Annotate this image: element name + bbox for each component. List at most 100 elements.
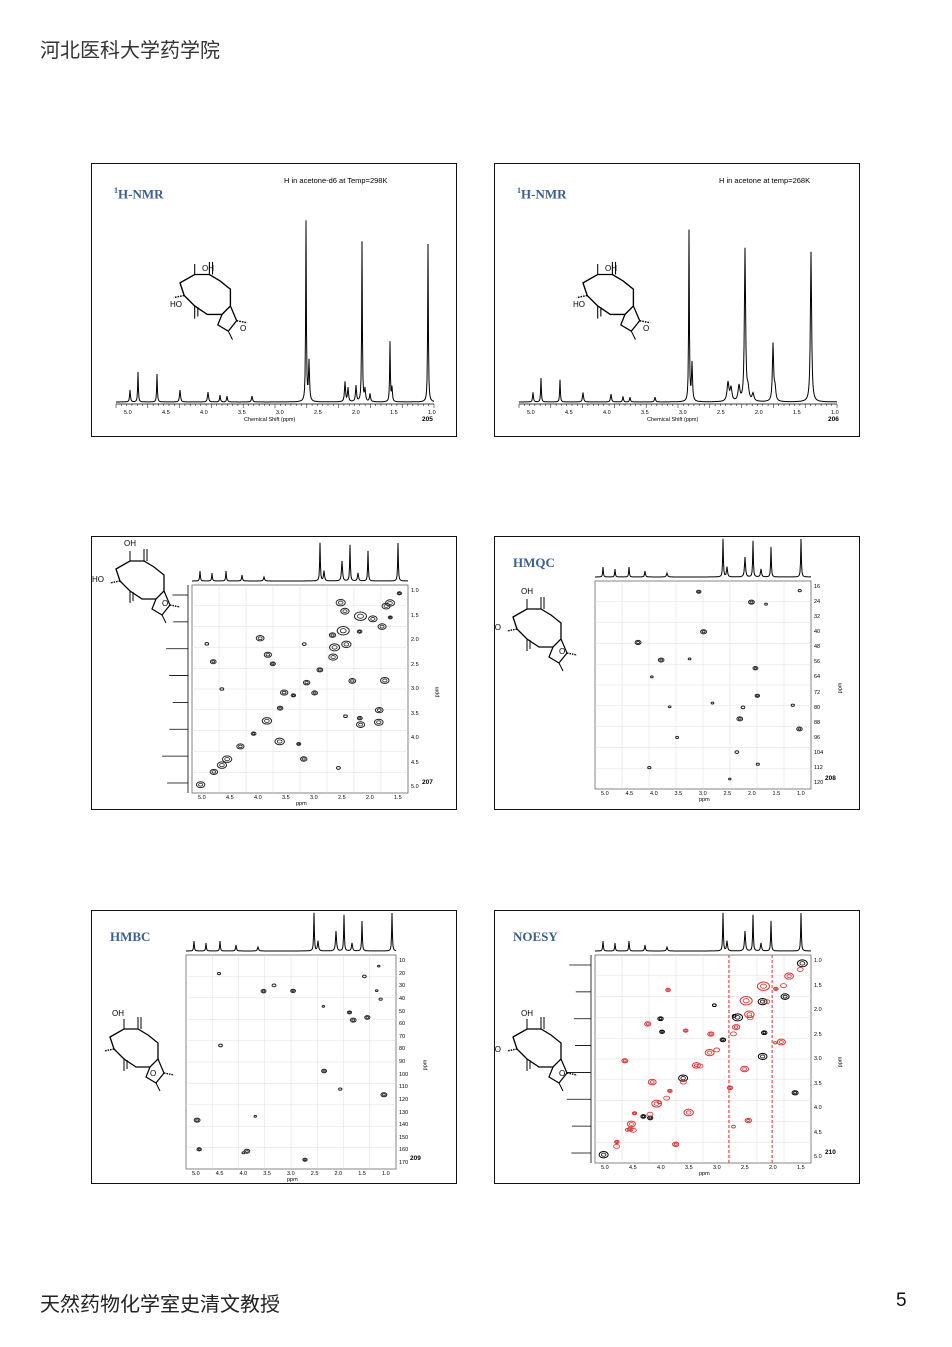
cross-peak (790, 703, 795, 707)
slide-label: HMQC (513, 555, 555, 570)
cross-peak (647, 1078, 657, 1086)
label-text: H-NMR (118, 186, 164, 202)
footer-author: 天然药物化学室史清文教授 (40, 1292, 280, 1316)
cross-peak (675, 735, 680, 739)
y-tick-label: 3.5 (814, 1080, 822, 1087)
cross-peak (755, 762, 760, 766)
cross-peak (269, 661, 276, 667)
cross-peak (773, 986, 779, 991)
cross-peak (361, 974, 367, 979)
cross-peak (598, 1150, 609, 1159)
y-tick-label: 4.5 (814, 1129, 822, 1136)
cross-peak (276, 705, 284, 711)
cross-peak (368, 615, 378, 623)
molecule-oh-label: OH (202, 264, 214, 273)
cross-peak (644, 1021, 652, 1027)
cross-peak (657, 657, 665, 663)
cross-peak (196, 1147, 202, 1152)
y-tick-label: 30 (399, 983, 406, 990)
cross-peak (773, 1041, 778, 1045)
cross-peak (744, 1010, 755, 1019)
x-tick-label: 2.5 (310, 1171, 319, 1177)
y-tick-label: 1.5 (814, 982, 822, 989)
slide-figure (109, 542, 409, 794)
x-tick-label: 2.5 (338, 795, 346, 801)
cross-peak (752, 665, 759, 671)
molecule-oh-label: OH (605, 264, 617, 273)
cross-peak (700, 629, 708, 635)
cross-peak (377, 964, 381, 968)
molecule-structure (576, 261, 651, 340)
cross-peak (691, 1062, 701, 1069)
cross-peak (302, 679, 311, 686)
x-tick-label: 2.0 (769, 1165, 777, 1171)
molecule-o-label: O (150, 1069, 157, 1078)
cross-peak (385, 599, 396, 607)
slide-label: NOESY (513, 929, 558, 944)
molecule-o-label: O (559, 1069, 566, 1078)
cross-peak (707, 1031, 715, 1037)
y-tick-label: 2.5 (411, 661, 419, 668)
x-tick-label: 3.0 (679, 410, 687, 416)
cross-peak (796, 726, 803, 732)
x-tick-label: 2.5 (723, 791, 732, 797)
page-number: 5 (896, 1290, 907, 1311)
y-tick-label: 2.0 (814, 1007, 822, 1013)
spectrum-trace (519, 229, 837, 403)
slide-number: 206 (828, 416, 839, 423)
x-tick-label: 1.5 (797, 1165, 805, 1171)
y-tick-label: 104 (814, 749, 824, 756)
x-tick-label: 5.0 (192, 1171, 200, 1177)
y-tick-label: 40 (399, 995, 406, 1002)
slide-number: 210 (825, 1149, 836, 1156)
cross-peak (321, 1004, 326, 1008)
molecule-oh-label: OH (521, 1009, 533, 1018)
y-tick-label: 1.0 (814, 958, 822, 964)
slide-figure (115, 220, 435, 408)
cross-peak (621, 1058, 629, 1064)
x-tick-label: 1.5 (358, 1171, 366, 1177)
axis-title: ppm (699, 797, 710, 803)
cross-peak (374, 989, 379, 993)
x-tick-label: 2.5 (314, 410, 322, 416)
cross-peak (744, 1117, 752, 1124)
cross-peak (218, 1043, 223, 1048)
y-tick-label: 5.0 (411, 784, 419, 790)
molecule-oh-label: OH (124, 539, 136, 548)
cross-peak (338, 1087, 343, 1091)
cross-peak (329, 643, 341, 652)
cross-peak (380, 1092, 388, 1098)
spectrum-trace (595, 912, 811, 952)
y-tick-label: 110 (399, 1084, 408, 1091)
cross-peak (219, 687, 225, 691)
cross-peak (316, 667, 324, 673)
x-tick-label: 3.5 (674, 791, 683, 797)
cross-peak (796, 959, 808, 968)
molecule-ho-label: HO (170, 300, 182, 309)
cross-peak (704, 1049, 715, 1057)
slide-hmqc: HMQC 208 ppm 5.0 4.5 4.0 3.5 3.0 2.5 2.0 1.5 1.0 16 2… (494, 536, 860, 810)
y-tick-label: 160 (399, 1147, 409, 1154)
cross-peak (754, 693, 761, 698)
cross-peak (216, 972, 222, 976)
cross-peak (696, 589, 702, 594)
cross-peak (193, 1117, 201, 1123)
x-tick-label: 4.0 (657, 1165, 665, 1171)
cross-peak (346, 1010, 353, 1015)
x-tick-label: 5.0 (527, 410, 535, 416)
y-axis-title: ppm (837, 682, 844, 694)
spectrum-trace (595, 538, 811, 578)
x-tick-label: 2.5 (717, 410, 725, 416)
cross-peak (321, 1068, 328, 1074)
x-tick-label: 3.5 (263, 1171, 271, 1177)
cross-peak (710, 701, 715, 705)
cross-peak (356, 721, 366, 728)
cross-peak (195, 781, 206, 789)
cross-peak (356, 629, 363, 634)
y-tick-label: 80 (814, 704, 821, 711)
x-tick-label: 4.0 (650, 791, 658, 797)
molecule-structure (506, 1017, 578, 1092)
spectrum-trace (192, 542, 408, 582)
x-tick-label: 4.0 (254, 795, 262, 801)
molecule-oh-label: OH (112, 1009, 124, 1018)
